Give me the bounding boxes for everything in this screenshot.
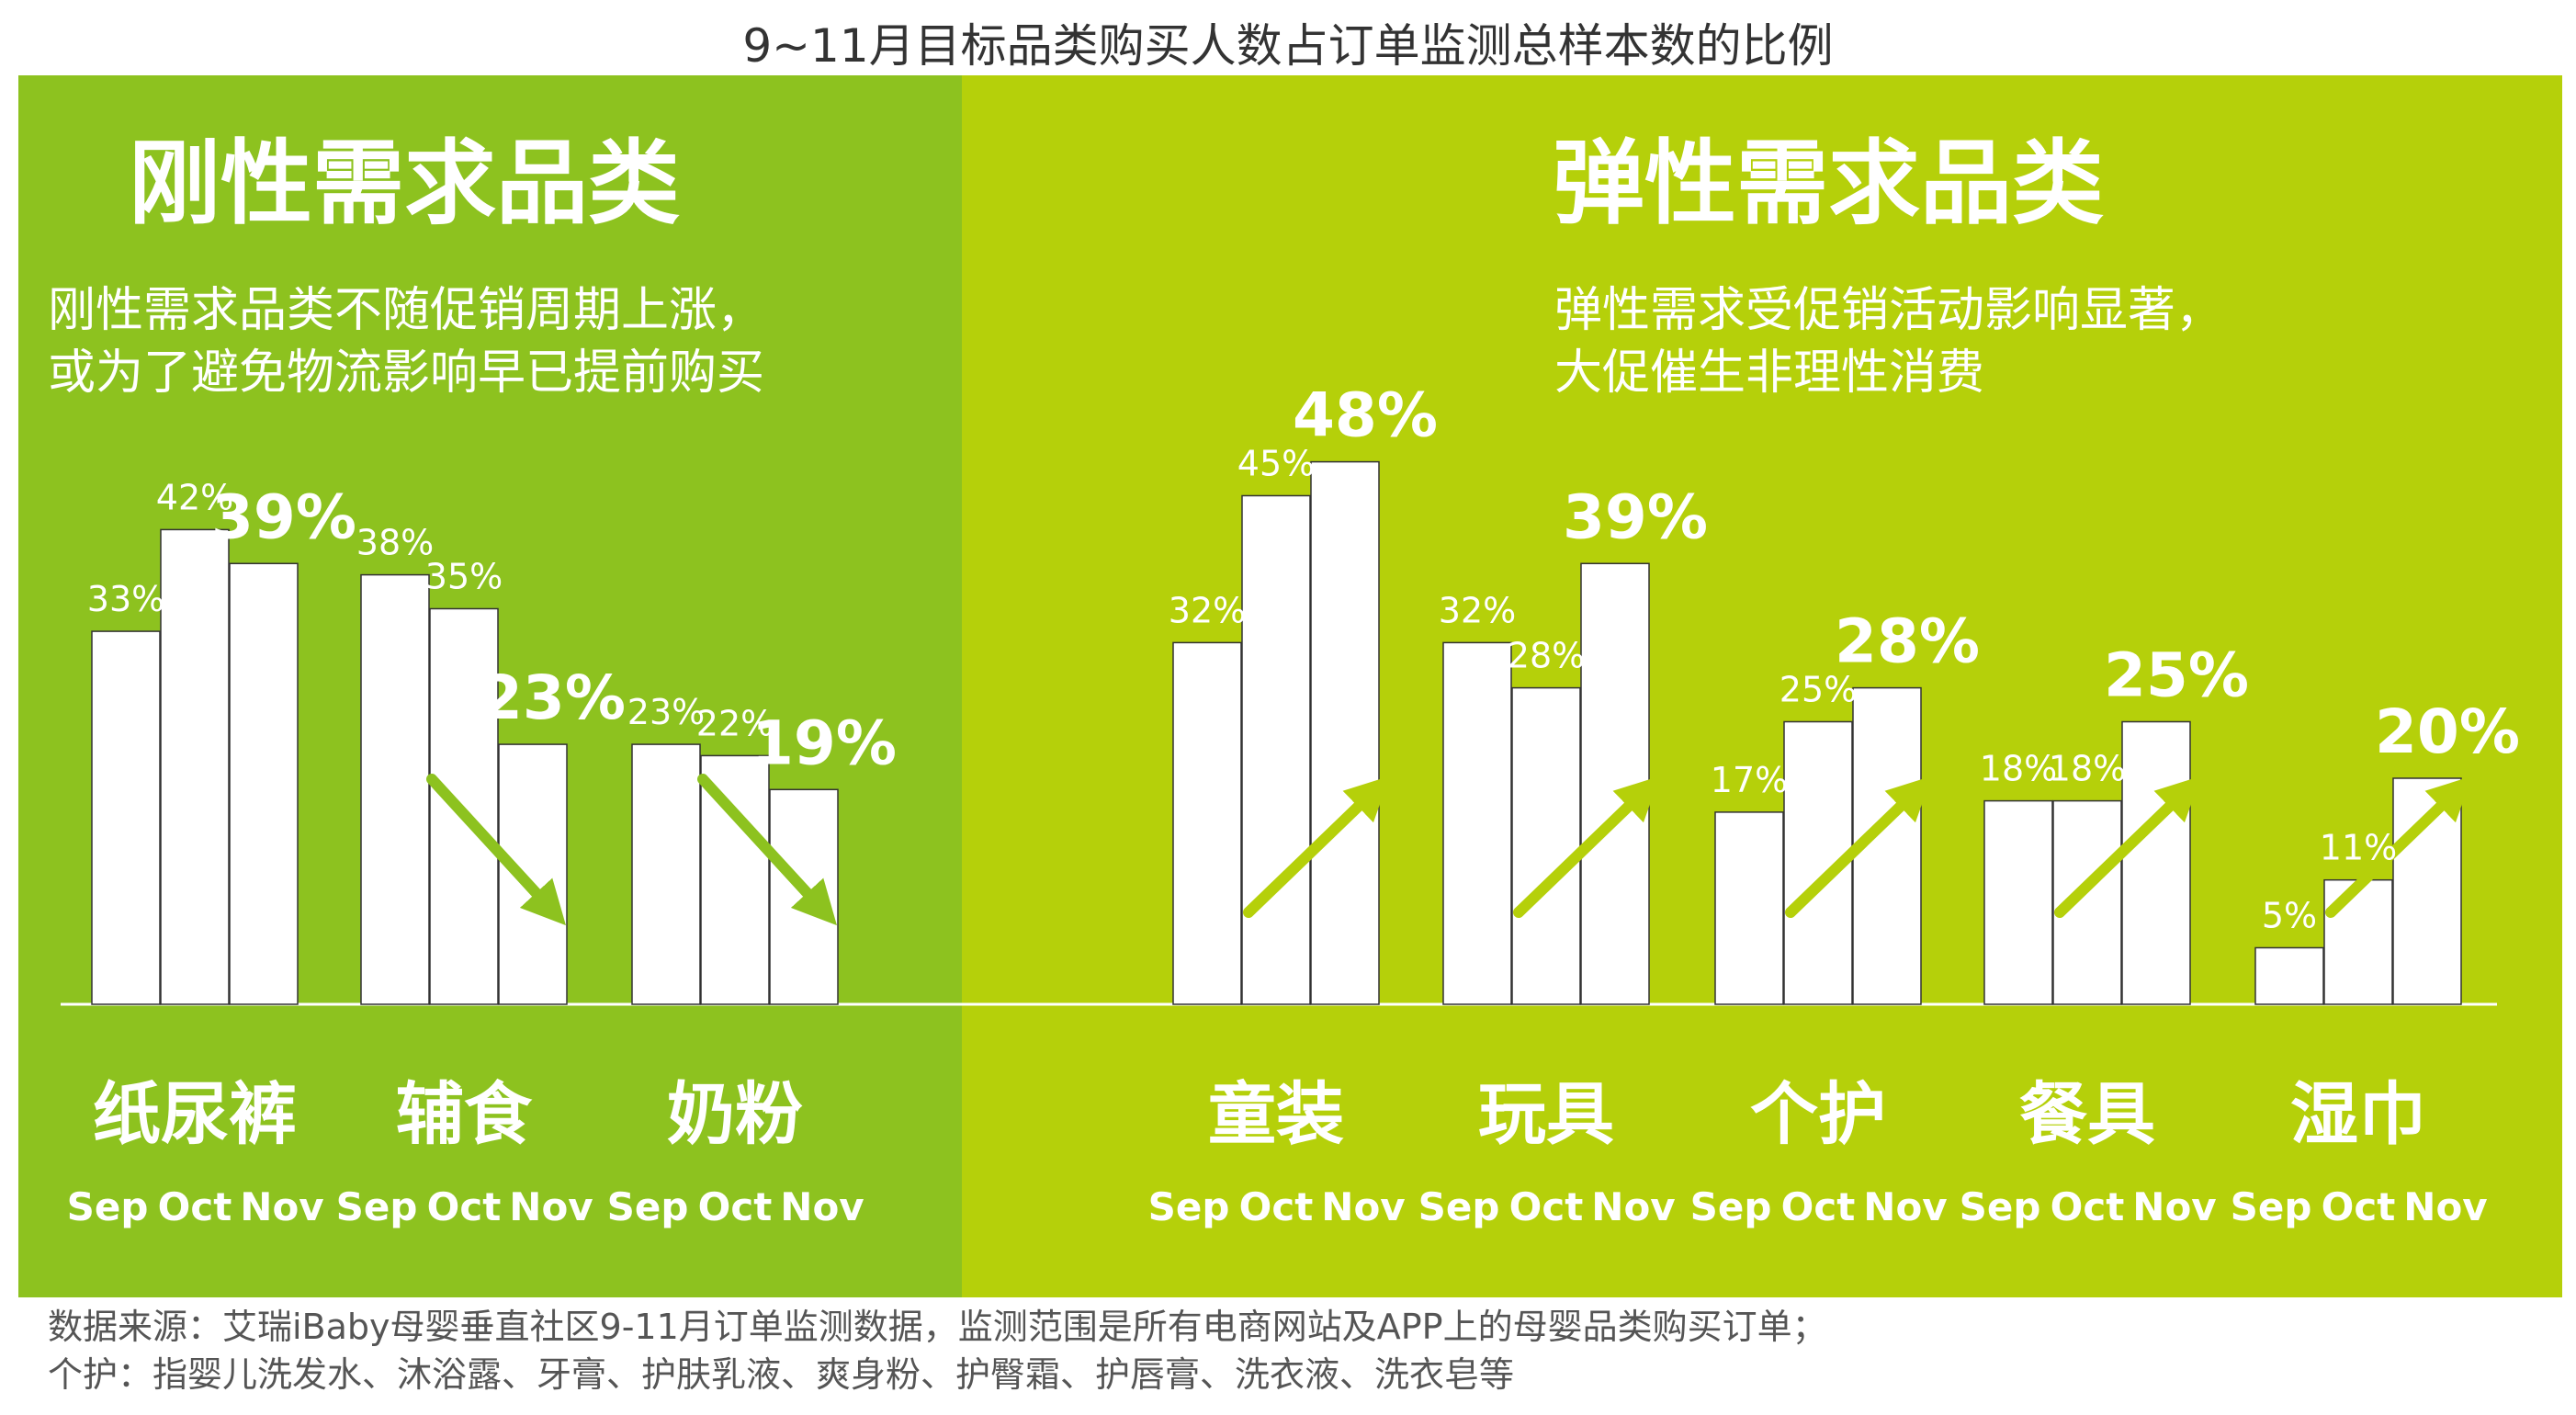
- data-label: 17%: [1711, 760, 1788, 800]
- data-label: 18%: [1980, 749, 2057, 789]
- elastic-subtitle-line: 大促催生非理性消费: [1554, 345, 1985, 401]
- month-tick-label: Oct: [426, 1184, 502, 1229]
- month-tick-label: Oct: [697, 1184, 773, 1229]
- data-label: 11%: [2320, 828, 2397, 868]
- bar-oct: [1511, 686, 1581, 1005]
- rigid-demand-title: 刚性需求品类: [129, 130, 680, 237]
- data-label: 25%: [2104, 640, 2249, 711]
- data-label: 42%: [156, 477, 233, 517]
- data-label: 18%: [2049, 749, 2126, 789]
- data-label: 39%: [211, 481, 356, 552]
- month-tick-label: Sep: [335, 1184, 418, 1229]
- month-tick-label: Oct: [1508, 1184, 1584, 1229]
- month-tick-label: Nov: [509, 1184, 593, 1229]
- rigid-subtitle-line: 刚性需求品类不随促销周期上涨，: [48, 283, 765, 338]
- data-label: 25%: [1779, 670, 1857, 710]
- trend-down-arrow: [426, 774, 566, 926]
- trend-up-arrow: [1513, 775, 1660, 918]
- footer-notes: 数据来源：艾瑞iBaby母婴垂直社区9-11月订单监测数据，监测范围是所有电商网…: [48, 1303, 1827, 1398]
- data-label: 39%: [1563, 481, 1708, 552]
- data-label: 5%: [2262, 896, 2317, 936]
- chart-title: 9~11月目标品类购买人数占订单监测总样本数的比例: [742, 19, 1834, 73]
- bar-sep: [360, 573, 430, 1005]
- month-tick-label: Sep: [1418, 1184, 1500, 1229]
- month-tick-label: Nov: [1863, 1184, 1948, 1229]
- bar-nov: [1580, 562, 1650, 1005]
- month-tick-label: Sep: [2230, 1184, 2312, 1229]
- data-label: 23%: [480, 662, 626, 733]
- month-tick-label: Nov: [240, 1184, 324, 1229]
- elastic-demand-title: 弹性需求品类: [1553, 130, 2104, 237]
- month-tick-label: Oct: [2321, 1184, 2396, 1229]
- footer-source: 数据来源：艾瑞iBaby母婴垂直社区9-11月订单监测数据，监测范围是所有电商网…: [48, 1307, 1827, 1347]
- month-tick-label: Nov: [1321, 1184, 1406, 1229]
- rigid-demand-subtitle: 刚性需求品类不随促销周期上涨， 或为了避免物流影响早已提前购买: [48, 279, 764, 404]
- bar-sep: [1172, 641, 1242, 1005]
- bar-oct: [1241, 494, 1311, 1005]
- trend-up-arrow: [2054, 775, 2201, 918]
- bar-oct: [2323, 878, 2393, 1005]
- month-tick-label: Nov: [2403, 1184, 2488, 1229]
- data-label: 32%: [1439, 590, 1516, 630]
- data-label: 32%: [1169, 590, 1246, 630]
- month-tick-label: Oct: [1238, 1184, 1314, 1229]
- trend-up-arrow: [1243, 775, 1390, 918]
- trend-down-arrow: [697, 774, 837, 926]
- month-tick-label: Sep: [606, 1184, 689, 1229]
- data-label: 45%: [1237, 444, 1315, 484]
- bar-nov: [1310, 460, 1380, 1005]
- data-label: 35%: [425, 557, 503, 597]
- data-label: 33%: [87, 579, 164, 619]
- elastic-subtitle-line: 弹性需求受促销活动影响显著，: [1554, 283, 2224, 338]
- bar-nov: [229, 562, 299, 1005]
- data-label: 20%: [2375, 696, 2520, 767]
- bar-sep: [1442, 641, 1512, 1005]
- elastic-demand-subtitle: 弹性需求受促销活动影响显著， 大促催生非理性消费: [1554, 279, 2223, 404]
- bar-sep: [631, 743, 701, 1005]
- bar-oct: [160, 528, 230, 1005]
- data-label: 48%: [1293, 380, 1438, 451]
- bar-sep: [1983, 799, 2053, 1005]
- data-label: 19%: [751, 708, 897, 778]
- trend-up-arrow: [2325, 775, 2472, 918]
- category-label: 奶粉: [667, 1075, 803, 1154]
- bar-nov: [2121, 720, 2191, 1005]
- month-tick-label: Sep: [1689, 1184, 1772, 1229]
- bar-sep: [2254, 946, 2324, 1005]
- bar-oct: [1783, 720, 1853, 1005]
- data-label: 38%: [356, 523, 434, 563]
- category-label: 湿巾: [2290, 1075, 2426, 1154]
- footer-definition: 个护：指婴儿洗发水、沐浴露、牙膏、护肤乳液、爽身粉、护臀霜、护唇膏、洗衣液、洗衣…: [48, 1354, 1515, 1395]
- month-tick-label: Sep: [66, 1184, 149, 1229]
- bar-sep: [91, 630, 161, 1005]
- category-label: 餐具: [2019, 1075, 2155, 1154]
- month-tick-label: Nov: [1591, 1184, 1676, 1229]
- data-label: 22%: [696, 703, 774, 743]
- trend-up-arrow: [1785, 775, 1932, 918]
- month-tick-label: Nov: [780, 1184, 864, 1229]
- month-tick-label: Oct: [2050, 1184, 2125, 1229]
- category-label: 玩具: [1478, 1075, 1614, 1154]
- bar-nov: [498, 743, 568, 1005]
- month-tick-label: Oct: [157, 1184, 232, 1229]
- category-label: 辅食: [396, 1075, 532, 1154]
- data-label: 28%: [1508, 636, 1585, 676]
- data-label: 28%: [1835, 606, 1980, 677]
- category-label: 纸尿裤: [93, 1075, 297, 1154]
- bar-sep: [1714, 811, 1784, 1005]
- rigid-subtitle-line: 或为了避免物流影响早已提前购买: [48, 345, 765, 401]
- category-label: 童装: [1208, 1075, 1344, 1154]
- category-label: 个护: [1750, 1075, 1886, 1154]
- month-tick-label: Oct: [1780, 1184, 1856, 1229]
- month-tick-label: Nov: [2132, 1184, 2217, 1229]
- month-tick-label: Sep: [1959, 1184, 2041, 1229]
- data-label: 23%: [627, 692, 705, 732]
- month-tick-label: Sep: [1147, 1184, 1230, 1229]
